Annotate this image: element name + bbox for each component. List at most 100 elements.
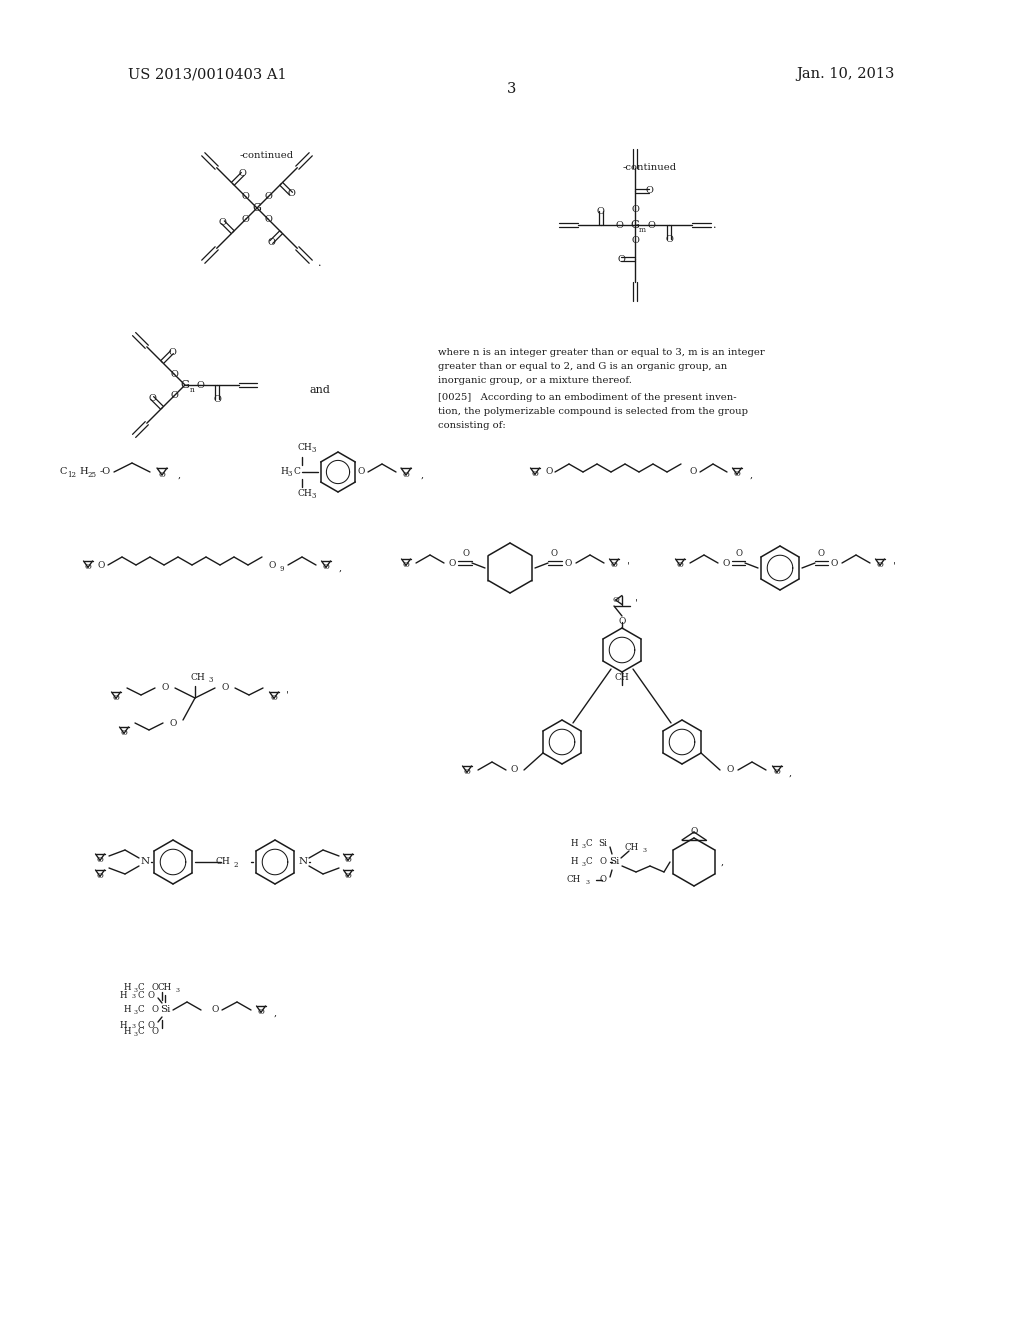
Text: O: O [213,395,221,404]
Text: O: O [645,186,653,195]
Text: ': ' [627,561,630,570]
Text: O: O [830,558,838,568]
Text: O: O [690,828,697,837]
Text: O: O [510,766,518,775]
Text: ,: , [788,768,792,777]
Text: O: O [152,983,159,993]
Text: ,: , [750,470,753,479]
Text: O: O [159,471,166,479]
Text: O: O [402,471,410,479]
Text: CH: CH [625,843,639,853]
Text: O: O [599,858,606,866]
Text: H: H [120,1020,128,1030]
Text: O: O [113,694,120,702]
Text: -continued: -continued [623,162,677,172]
Text: ,: , [421,470,424,479]
Text: 3: 3 [507,82,517,96]
Text: tion, the polymerizable compound is selected from the group: tion, the polymerizable compound is sele… [438,407,748,416]
Text: H: H [123,1027,131,1036]
Text: O: O [264,215,272,224]
Text: 3: 3 [311,446,315,454]
Text: O: O [735,549,742,558]
Text: H: H [79,467,88,477]
Text: O: O [162,684,169,693]
Text: C: C [586,858,592,866]
Text: ': ' [893,561,895,570]
Text: C: C [586,840,592,849]
Text: G: G [631,220,639,230]
Text: O: O [147,1020,155,1030]
Text: O: O [170,370,178,379]
Text: 3: 3 [581,843,585,849]
Text: -O: -O [100,467,112,477]
Text: H: H [120,990,128,999]
Text: O: O [264,193,272,201]
Text: m: m [638,226,645,234]
Text: ,: , [339,564,342,573]
Text: 3: 3 [311,492,315,500]
Text: C: C [137,983,144,993]
Text: O: O [242,215,250,224]
Text: O: O [449,558,456,568]
Text: O: O [97,561,104,569]
Text: O: O [617,255,625,264]
Text: CH: CH [297,490,311,499]
Text: O: O [733,470,740,478]
Text: 3: 3 [175,987,179,993]
Text: 3: 3 [581,862,585,866]
Text: 12: 12 [67,471,76,479]
Text: O: O [85,564,91,572]
Text: O: O [631,205,639,214]
Text: O: O [344,873,351,880]
Text: O: O [287,189,295,198]
Text: CH: CH [158,983,172,993]
Text: 3: 3 [133,1031,137,1036]
Text: ': ' [635,598,637,607]
Text: O: O [121,729,127,738]
Text: O: O [618,618,626,627]
Text: O: O [877,561,884,569]
Text: Si: Si [160,1006,170,1015]
Text: H: H [570,840,578,849]
Text: O: O [647,220,655,230]
Text: Jan. 10, 2013: Jan. 10, 2013 [797,67,895,81]
Text: ,: , [721,858,724,866]
Text: and: and [310,385,331,395]
Text: [0025]   According to an embodiment of the present inven-: [0025] According to an embodiment of the… [438,393,736,403]
Text: G: G [180,380,189,389]
Text: C: C [137,1027,144,1036]
Text: 3: 3 [133,1010,137,1015]
Text: O: O [551,549,557,558]
Text: N: N [140,858,150,866]
Text: ,: , [177,470,180,479]
Text: H: H [123,983,131,993]
Text: O: O [267,238,275,247]
Text: Si: Si [609,858,620,866]
Text: 3: 3 [133,987,137,993]
Text: H: H [570,858,578,866]
Text: G: G [253,203,261,213]
Text: O: O [152,1027,159,1036]
Text: O: O [323,564,330,572]
Text: .: . [318,259,322,268]
Text: O: O [242,193,250,201]
Text: consisting of:: consisting of: [438,421,506,430]
Text: O: O [531,470,539,478]
Text: O: O [402,561,410,569]
Text: O: O [463,549,469,558]
Text: O: O [169,718,177,727]
Text: 3: 3 [209,676,213,684]
Text: O: O [689,467,696,477]
Text: O: O [152,1006,159,1015]
Text: O: O [722,558,730,568]
Text: O: O [96,857,103,865]
Text: O: O [170,391,178,400]
Text: O: O [564,558,571,568]
Text: -continued: -continued [240,152,294,161]
Text: 3: 3 [131,994,135,999]
Text: 3: 3 [288,470,293,478]
Text: O: O [666,235,673,243]
Text: O: O [615,220,623,230]
Text: 3: 3 [642,847,646,853]
Text: ': ' [286,690,289,700]
